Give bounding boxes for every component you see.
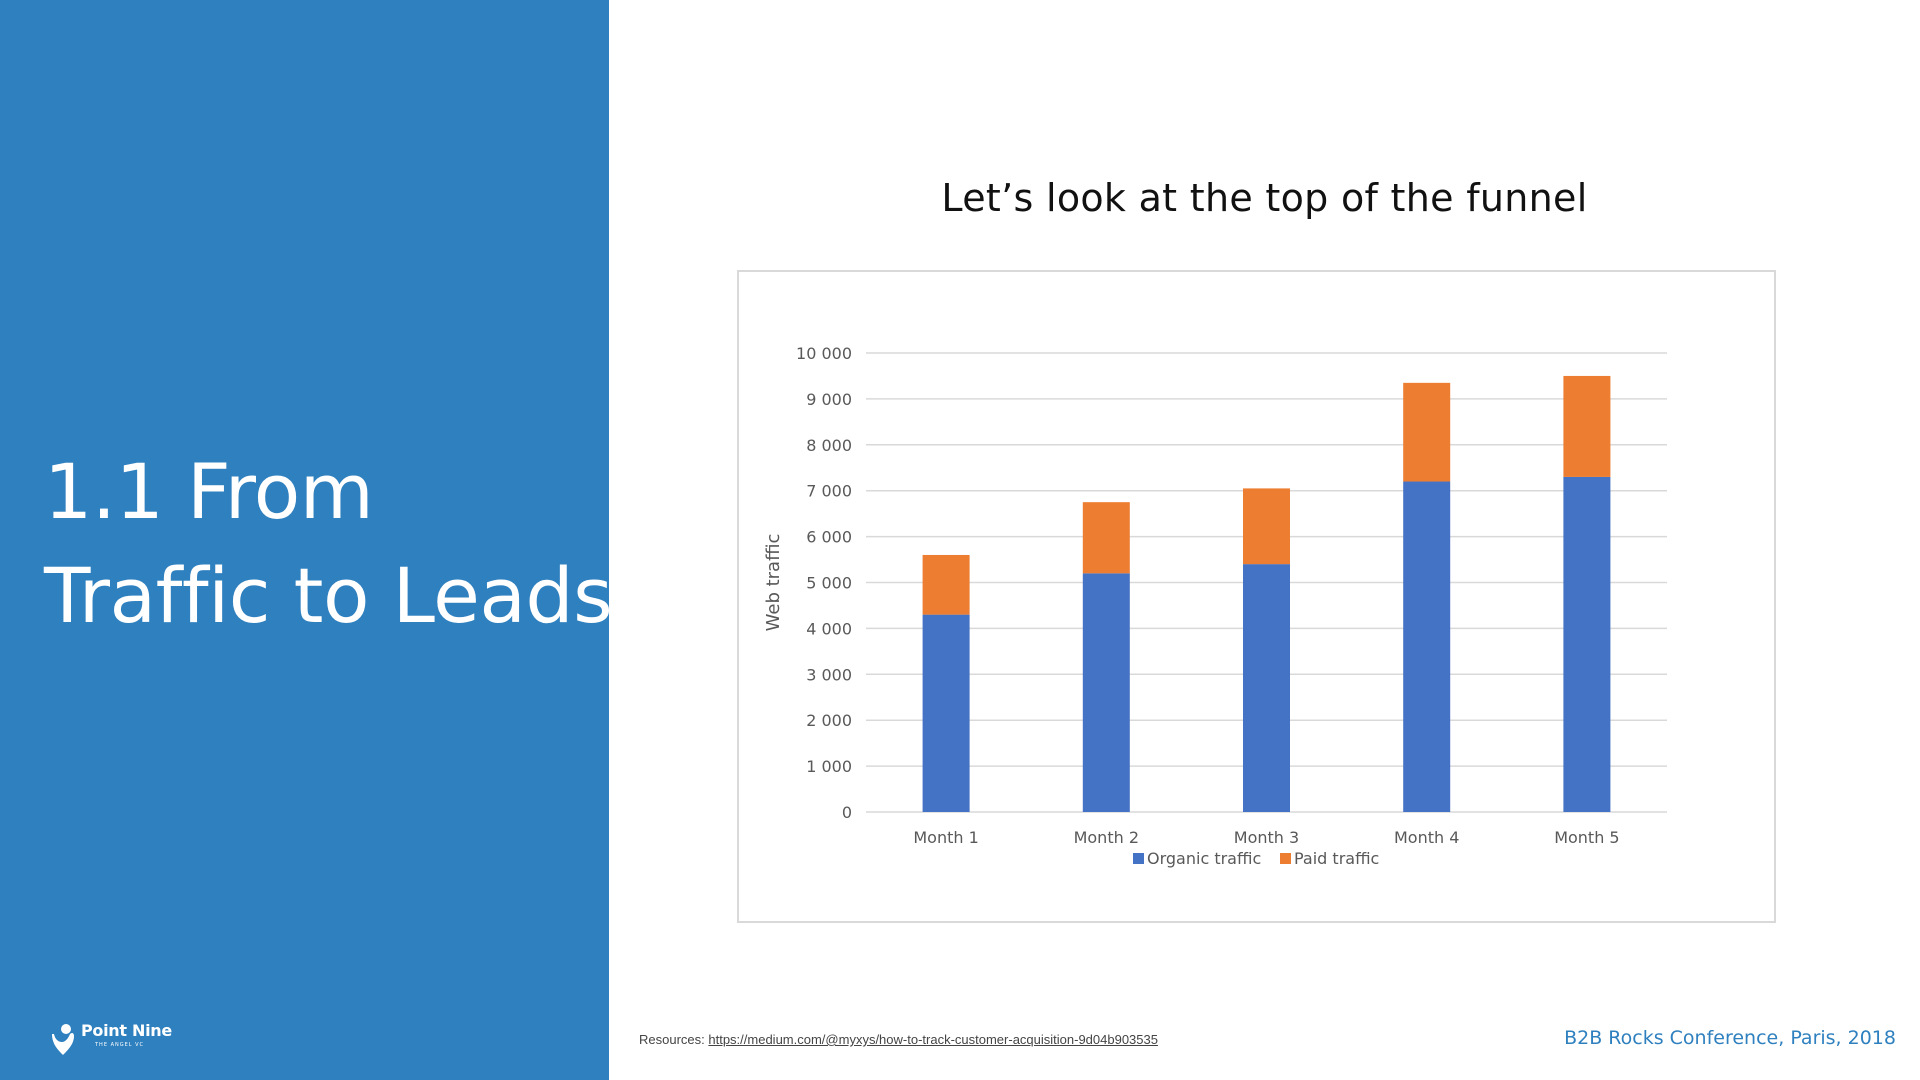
section-title-line-1: 1.1 From <box>44 447 374 536</box>
bar-organic-traffic <box>1082 573 1130 812</box>
y-tick-label: 10 000 <box>796 344 852 363</box>
bar-paid-traffic <box>922 554 970 615</box>
y-tick-label: 7 000 <box>806 482 852 501</box>
y-tick-label: 8 000 <box>806 436 852 455</box>
bar-paid-traffic <box>1243 488 1290 565</box>
conference-label: B2B Rocks Conference, Paris, 2018 <box>1564 1027 1896 1049</box>
y-tick-label: 0 <box>842 803 852 822</box>
x-tick-label: Month 3 <box>1234 828 1299 847</box>
y-tick-label: 9 000 <box>806 390 852 409</box>
stacked-bar-chart: 0 1 000 2 000 3 000 4 000 5 000 6 000 7 000 8 00… <box>763 344 1667 868</box>
x-tick-label: Month 5 <box>1554 828 1619 847</box>
point-nine-logo: Point Nine THE ANGEL VC <box>50 1022 172 1056</box>
bar-organic-traffic <box>1243 564 1290 812</box>
legend-swatch <box>1280 853 1291 864</box>
bar-organic-traffic <box>1403 481 1451 812</box>
resources-link[interactable]: https://medium.com/@myxys/how-to-track-c… <box>708 1032 1158 1047</box>
chart-frame: 0 1 000 2 000 3 000 4 000 5 000 6 000 7 000 8 00… <box>737 270 1776 923</box>
legend-swatch <box>1133 853 1144 864</box>
bar-paid-traffic <box>1403 382 1451 482</box>
resources-note: Resources: https://medium.com/@myxys/how… <box>639 1032 1158 1047</box>
x-tick-label: Month 1 <box>913 828 978 847</box>
y-tick-label: 3 000 <box>806 665 852 684</box>
y-tick-label: 6 000 <box>806 528 852 547</box>
y-tick-label: 1 000 <box>806 757 852 776</box>
bar-organic-traffic <box>922 614 970 812</box>
y-axis-label: Web traffic <box>763 534 784 632</box>
logo-name: Point Nine <box>81 1021 172 1040</box>
y-tick-label: 4 000 <box>806 619 852 638</box>
bar-paid-traffic <box>1563 375 1611 477</box>
resources-label: Resources: <box>639 1032 705 1047</box>
x-tick-label: Month 2 <box>1074 828 1139 847</box>
legend-label: Paid traffic <box>1294 849 1379 868</box>
point-nine-logo-icon <box>52 1024 74 1055</box>
section-title-line-2: Traffic to Leads <box>44 551 613 640</box>
bar-paid-traffic <box>1082 502 1130 574</box>
y-tick-label: 2 000 <box>806 711 852 730</box>
slide-heading: Let’s look at the top of the funnel <box>941 176 1588 220</box>
section-title: 1.1 From Traffic to Leads <box>44 440 613 648</box>
y-tick-label: 5 000 <box>806 574 852 593</box>
x-tick-label: Month 4 <box>1394 828 1459 847</box>
section-panel: 1.1 From Traffic to Leads Point Nine THE… <box>0 0 613 1080</box>
logo-tagline: THE ANGEL VC <box>95 1042 145 1048</box>
bar-organic-traffic <box>1563 476 1611 812</box>
legend-label: Organic traffic <box>1147 849 1261 868</box>
